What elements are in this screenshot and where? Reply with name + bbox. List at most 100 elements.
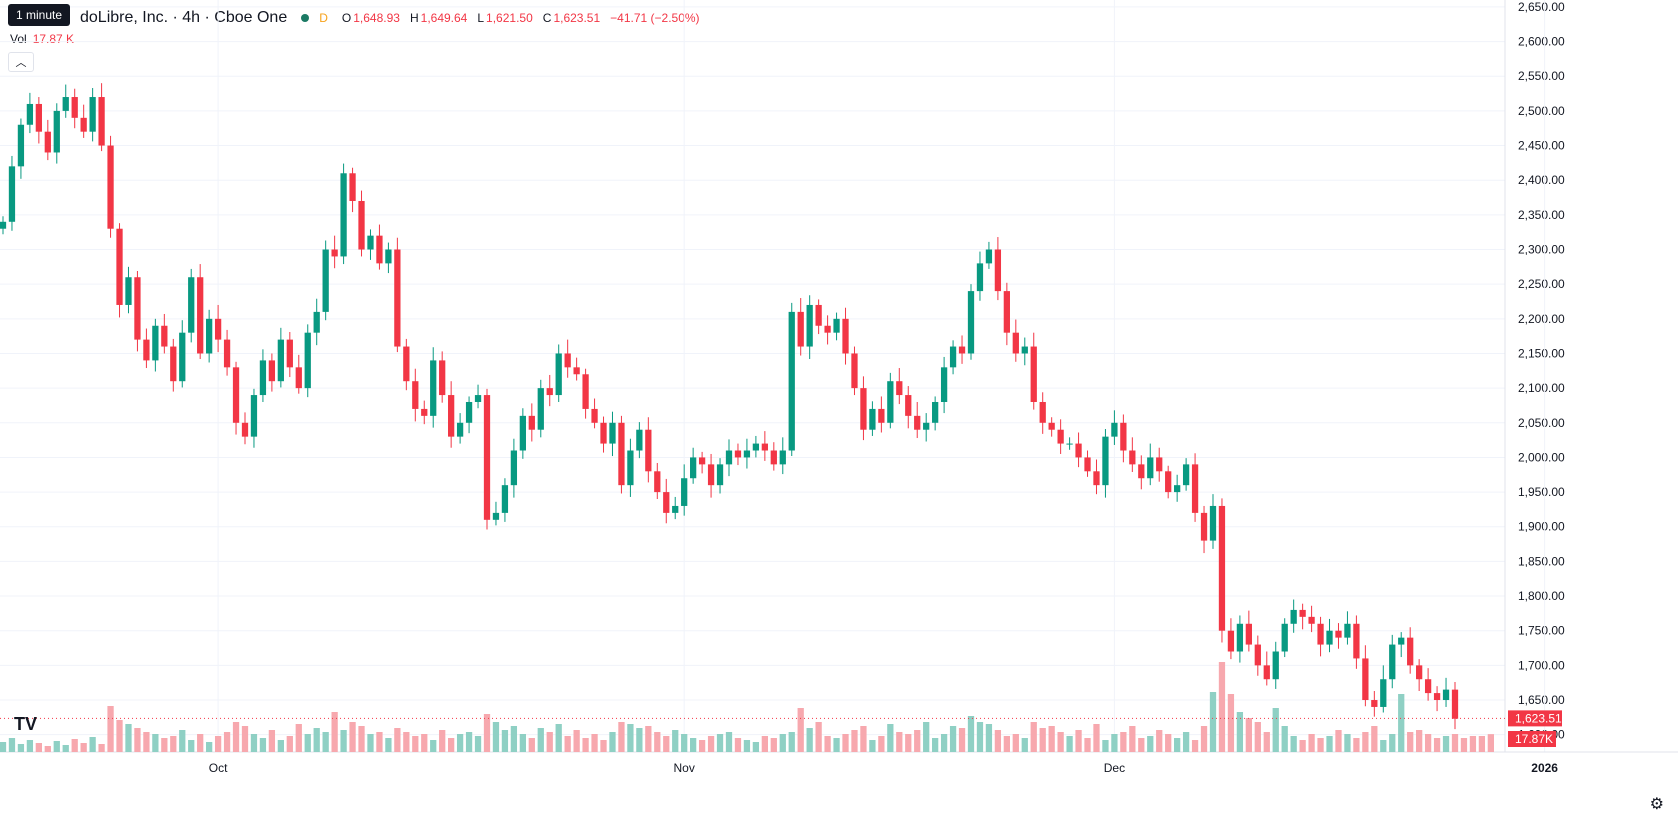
candle-body [125, 277, 132, 305]
candle-body [806, 304, 813, 347]
candle-body [555, 353, 562, 396]
volume-bar [681, 734, 688, 752]
volume-bar [223, 732, 231, 752]
volume-bar [896, 732, 903, 752]
collapse-legend-button[interactable]: ︿ [8, 52, 34, 72]
gear-icon[interactable]: ⚙ [1649, 796, 1664, 813]
candle-body [143, 339, 150, 361]
candle-body [609, 422, 616, 444]
candle-body [1380, 679, 1387, 707]
candle-body [322, 249, 329, 312]
candle-body [967, 291, 975, 354]
candle-body [1407, 637, 1414, 666]
volume-bar [690, 738, 697, 752]
last-price-tag [1508, 710, 1562, 727]
volume-bar [905, 734, 912, 752]
volume-bar [770, 738, 777, 752]
volume-label: Vol [10, 32, 27, 46]
volume-bar [17, 744, 25, 752]
candle-body [35, 103, 42, 132]
candle-body [1156, 457, 1163, 472]
volume-bar [349, 722, 356, 752]
candle-body [1299, 609, 1306, 617]
delayed-data-badge[interactable]: D [319, 11, 328, 25]
volume-bar [143, 732, 150, 752]
candle-body [958, 346, 966, 354]
candle-body [161, 325, 168, 347]
candle-body [1129, 450, 1136, 465]
candle-body [1048, 422, 1055, 430]
volume-bar [1111, 734, 1118, 752]
volume-bar [734, 738, 742, 752]
volume-bar [1290, 736, 1297, 752]
y-tick-label: 2,050.00 [1518, 416, 1565, 430]
volume-bar [1138, 738, 1145, 752]
volume-bar [940, 734, 948, 752]
candle-body [887, 381, 894, 423]
candle-body [1272, 651, 1279, 680]
candle-body [528, 415, 535, 430]
candle-body [421, 408, 428, 416]
volume-bar [241, 726, 249, 752]
volume-bar [1281, 726, 1288, 752]
volume-bar [80, 743, 87, 752]
volume-bar [860, 726, 867, 752]
candle-body [1451, 689, 1459, 719]
candle-body [1200, 512, 1208, 541]
volume-bar [161, 738, 168, 752]
candle-body [53, 110, 60, 153]
volume-bar [286, 736, 293, 752]
y-tick-label: 2,250.00 [1518, 277, 1565, 291]
candle-body [1147, 457, 1154, 479]
candle-body [483, 395, 491, 520]
tradingview-logo-icon[interactable]: TV [14, 714, 38, 734]
candle-body [1442, 689, 1450, 701]
volume-bar [976, 722, 984, 752]
y-tick-label: 2,650.00 [1518, 0, 1565, 14]
candle-body [349, 173, 356, 201]
candle-body [976, 263, 984, 292]
candle-body [1398, 637, 1405, 645]
volume-bar [1263, 732, 1270, 752]
candle-body [654, 471, 661, 493]
volume-bar [1191, 740, 1199, 752]
candle-body [0, 221, 7, 229]
volume-bar [376, 732, 383, 752]
volume-bar [1272, 708, 1279, 752]
volume-bar [492, 722, 500, 752]
volume-bar [439, 730, 446, 752]
candle-body [564, 353, 571, 368]
volume-bar [313, 728, 320, 752]
volume-bar [1218, 662, 1226, 752]
candle-body [645, 429, 652, 472]
volume-bar [725, 732, 733, 752]
volume-bar [645, 726, 652, 752]
candle-body [1039, 401, 1046, 423]
low-value: 1,621.50 [486, 11, 533, 25]
candle-body [725, 450, 733, 465]
volume-bar [609, 732, 616, 752]
candle-body [448, 395, 455, 437]
candle-body [752, 443, 760, 451]
volume-bar [1165, 734, 1172, 752]
candle-body [1012, 332, 1019, 354]
volume-bar [779, 734, 786, 752]
volume-bar [707, 736, 715, 752]
y-tick-label: 1,850.00 [1518, 554, 1565, 568]
volume-bar [636, 728, 643, 752]
volume-bar [1460, 738, 1468, 752]
candle-body [878, 408, 885, 423]
volume-bar [806, 728, 813, 752]
volume-bar [421, 734, 428, 752]
volume-bar [555, 724, 562, 752]
candle-body [743, 450, 751, 458]
candle-body [80, 117, 87, 132]
candle-body [1335, 630, 1342, 638]
volume-bar [268, 730, 276, 752]
symbol-title[interactable]: doLibre, Inc. · 4h · Cboe One [80, 9, 288, 26]
volume-bar [878, 736, 885, 752]
volume-bar [591, 734, 598, 752]
candle-body [797, 311, 804, 347]
candle-body [770, 450, 777, 465]
